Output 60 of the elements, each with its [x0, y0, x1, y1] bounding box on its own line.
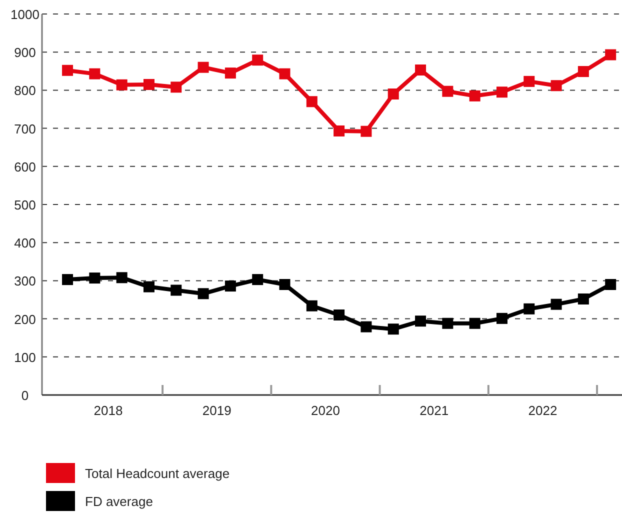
- point: [360, 126, 372, 137]
- point: [469, 90, 480, 102]
- point: [89, 272, 100, 284]
- point: [578, 293, 589, 304]
- point: [306, 300, 318, 312]
- point: [415, 316, 426, 327]
- x-tick-label: 2018: [94, 403, 123, 418]
- point: [170, 284, 182, 296]
- point: [415, 64, 426, 76]
- point: [279, 279, 290, 290]
- point: [388, 324, 399, 335]
- y-tick-label: 400: [14, 236, 36, 251]
- point: [89, 68, 100, 80]
- point: [252, 54, 264, 66]
- point: [550, 298, 562, 310]
- y-tick-label: 0: [21, 388, 29, 403]
- legend-label: FD average: [85, 494, 153, 509]
- point: [334, 309, 345, 320]
- x-tick-label: 2019: [202, 403, 232, 418]
- point: [198, 62, 209, 73]
- point: [388, 88, 399, 100]
- point: [170, 82, 182, 93]
- point: [116, 272, 128, 284]
- point: [143, 78, 154, 90]
- point: [605, 279, 616, 290]
- point: [524, 76, 535, 87]
- point: [224, 280, 236, 292]
- point: [496, 86, 508, 98]
- point: [306, 96, 318, 108]
- point: [360, 321, 372, 332]
- point: [198, 288, 209, 300]
- point: [224, 68, 236, 79]
- y-tick-label: 700: [14, 121, 36, 136]
- point: [279, 68, 290, 80]
- x-tick-label: 2020: [311, 403, 340, 418]
- y-tick-label: 900: [14, 45, 36, 60]
- point: [496, 312, 508, 324]
- y-tick-label: 200: [14, 312, 36, 327]
- y-tick-label: 1000: [10, 7, 40, 22]
- x-tick-label: 2021: [420, 403, 449, 418]
- x-tick-label: 2022: [528, 403, 558, 418]
- point: [62, 274, 74, 286]
- point: [252, 274, 264, 286]
- legend-label: Total Headcount average: [85, 466, 230, 481]
- point: [469, 318, 480, 329]
- point: [550, 80, 562, 92]
- y-tick-label: 500: [14, 198, 36, 212]
- y-tick-label: 100: [14, 350, 36, 365]
- point: [334, 125, 345, 136]
- point: [116, 79, 128, 90]
- point: [524, 303, 535, 314]
- y-tick-label: 600: [14, 159, 36, 174]
- point: [605, 49, 616, 60]
- point: [442, 318, 454, 329]
- y-tick-label: 300: [14, 274, 36, 289]
- point: [143, 281, 154, 292]
- y-tick-label: 800: [14, 83, 36, 98]
- point: [578, 66, 589, 78]
- point: [62, 64, 74, 76]
- point: [442, 86, 454, 97]
